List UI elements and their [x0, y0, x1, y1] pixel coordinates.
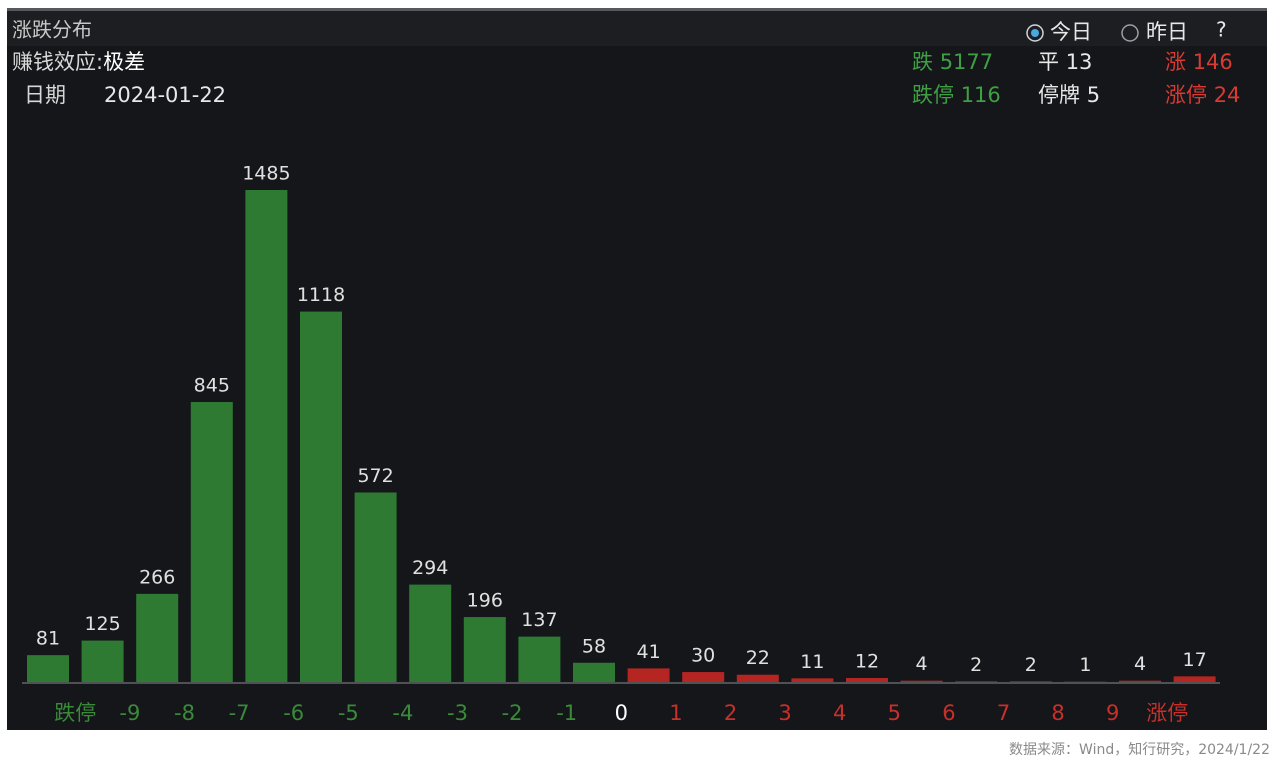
value-label: 2	[1025, 654, 1037, 676]
value-label: 266	[139, 566, 175, 588]
x-tick-label: 1	[669, 701, 682, 725]
stat-label: 涨	[1165, 50, 1186, 74]
effect-value: 极差	[103, 50, 145, 74]
bar	[409, 584, 452, 682]
value-label: 41	[637, 641, 661, 663]
value-label: 22	[746, 647, 770, 669]
value-label: 2	[970, 654, 982, 676]
effect: 赚钱效应:极差	[12, 50, 145, 74]
value-label: 12	[855, 651, 879, 673]
header-bar	[7, 8, 1267, 46]
x-tick-label: 8	[1051, 701, 1064, 725]
option-today[interactable]: 今日	[1050, 20, 1092, 44]
value-label: 58	[582, 635, 606, 657]
option-yesterday[interactable]: 昨日	[1146, 20, 1188, 44]
bar	[900, 680, 943, 682]
header-border	[7, 8, 1267, 11]
bar	[354, 492, 397, 682]
source: 数据来源：Wind，知行研究，2024/1/22	[1009, 741, 1270, 758]
value-label: 11	[800, 651, 824, 673]
stat-label: 跌停	[912, 83, 954, 107]
x-tick-label: -8	[174, 701, 195, 725]
stat: 涨停 24	[1165, 83, 1240, 107]
radio-yesterday[interactable]	[1121, 24, 1139, 42]
bar	[27, 655, 69, 682]
stat-label: 停牌	[1038, 83, 1080, 107]
bar	[190, 402, 233, 682]
x-tick-label: 4	[833, 701, 846, 725]
stat-value: 5	[1087, 83, 1100, 107]
stat: 停牌 5	[1038, 83, 1100, 107]
x-tick-label: -9	[119, 701, 140, 725]
bar	[300, 311, 342, 682]
x-tick-label: 6	[942, 701, 955, 725]
bar	[245, 190, 288, 682]
bar	[1119, 680, 1161, 682]
value-label: 4	[1134, 653, 1146, 675]
stat: 跌停 116	[912, 83, 1001, 107]
stat: 平 13	[1038, 50, 1092, 74]
radio-today[interactable]	[1026, 24, 1044, 42]
x-tick-label: -2	[502, 701, 523, 725]
value-label: 81	[36, 628, 60, 650]
bar	[136, 593, 179, 682]
x-tick-label: -7	[229, 701, 250, 725]
bar	[791, 678, 834, 682]
value-label: 1118	[297, 284, 345, 306]
bar	[736, 674, 779, 682]
stat-value: 5177	[940, 50, 993, 74]
stat-label: 跌	[912, 50, 933, 74]
bar	[1173, 676, 1216, 682]
value-label: 572	[357, 465, 393, 487]
value-label: 17	[1183, 649, 1207, 671]
bar	[682, 672, 725, 682]
stat: 涨 146	[1165, 50, 1233, 74]
date-label: 日期	[24, 83, 66, 107]
stat-value: 116	[961, 83, 1001, 107]
stat-value: 146	[1193, 50, 1233, 74]
value-label: 4	[916, 653, 928, 675]
x-tick-label: 2	[724, 701, 737, 725]
value-label: 294	[412, 557, 448, 579]
x-tick-label: -5	[338, 701, 359, 725]
value-label: 137	[521, 609, 557, 631]
stat-value: 13	[1066, 50, 1093, 74]
x-tick-label: -3	[447, 701, 468, 725]
bar	[573, 662, 615, 682]
date: 2024-01-22	[104, 83, 226, 107]
value-label: 1485	[242, 163, 290, 185]
x-tick-label: 5	[888, 701, 901, 725]
x-tick-label: 0	[615, 701, 628, 725]
bar	[627, 668, 670, 682]
x-tick-label: 跌停	[54, 701, 96, 725]
stat: 跌 5177	[912, 50, 993, 74]
x-tick-label: -1	[556, 701, 577, 725]
bar	[518, 636, 561, 682]
x-tick-label: 涨停	[1146, 701, 1188, 725]
stat-label: 平	[1038, 50, 1059, 74]
bar	[846, 678, 888, 682]
value-label: 845	[194, 375, 230, 397]
value-label: 125	[84, 613, 120, 635]
help[interactable]: ?	[1216, 18, 1227, 42]
panel-title: 涨跌分布	[12, 18, 92, 42]
stat-value: 24	[1214, 83, 1241, 107]
value-label: 1	[1079, 654, 1091, 676]
effect-label: 赚钱效应:	[12, 50, 103, 74]
x-tick-label: 9	[1106, 701, 1119, 725]
x-tick-label: -4	[392, 701, 413, 725]
x-tick-label: 7	[997, 701, 1010, 725]
radio-dot	[1031, 29, 1039, 37]
value-label: 196	[467, 590, 503, 612]
x-tick-label: 3	[778, 701, 791, 725]
bar	[1009, 681, 1052, 682]
value-label: 30	[691, 645, 715, 667]
bar	[463, 617, 506, 682]
bar	[955, 681, 998, 682]
stat-label: 涨停	[1165, 83, 1207, 107]
bar	[81, 640, 124, 682]
x-tick-label: -6	[283, 701, 304, 725]
